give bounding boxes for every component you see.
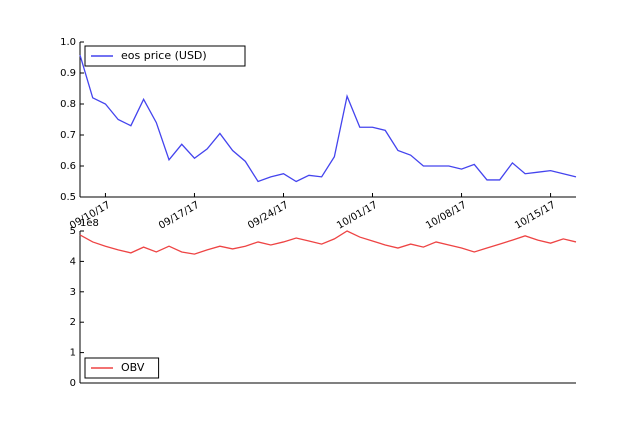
x-tick-label: 10/08/17	[424, 200, 468, 232]
legend-label: OBV	[121, 361, 145, 374]
y-tick-label: 0.7	[60, 130, 76, 141]
y-tick-label: 0.5	[60, 192, 76, 203]
y-tick-label: 0	[70, 378, 76, 389]
y-tick-label: 4	[70, 256, 76, 267]
x-tick-label: 09/24/17	[246, 200, 290, 232]
offset-label: 1e8	[80, 218, 99, 229]
y-tick-label: 5	[70, 226, 76, 237]
y-tick-label: 0.6	[60, 161, 76, 172]
y-tick-label: 0.9	[60, 68, 76, 79]
legend-label: eos price (USD)	[121, 49, 207, 62]
y-tick-label: 1	[70, 348, 76, 359]
x-tick-label: 10/15/17	[513, 200, 557, 232]
x-tick-label: 10/01/17	[335, 200, 379, 232]
series-line	[79, 54, 577, 183]
y-tick-label: 3	[70, 287, 76, 298]
y-tick-label: 0.8	[60, 99, 76, 110]
series-line	[79, 230, 577, 255]
legend-box	[84, 357, 160, 379]
y-tick-label: 1.0	[60, 37, 76, 48]
y-tick-label: 2	[70, 317, 76, 328]
x-tick-label: 09/17/17	[157, 200, 201, 232]
legend-box	[84, 45, 246, 67]
